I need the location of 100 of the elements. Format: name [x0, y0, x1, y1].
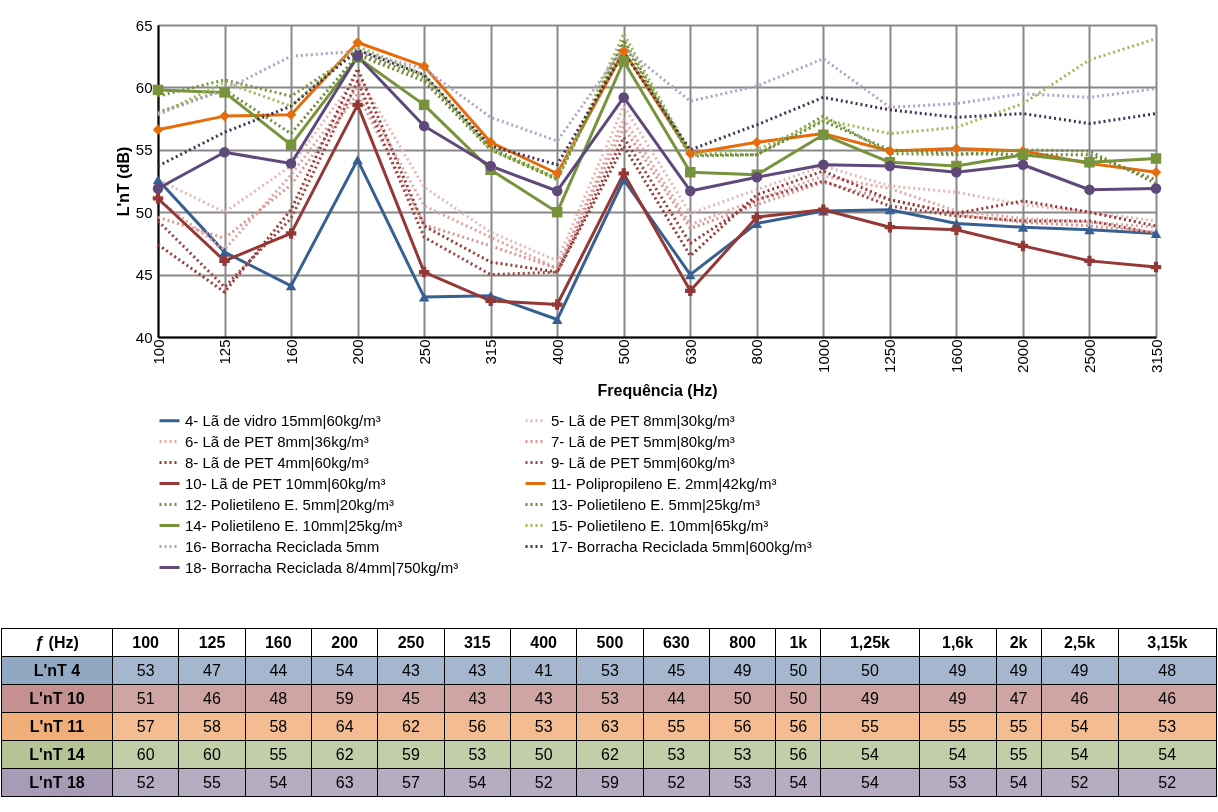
point — [685, 167, 696, 178]
data-label: 52 — [1041, 768, 1119, 797]
text: ƒ (Hz) — [1, 628, 113, 657]
data-label: 57 — [112, 712, 179, 741]
legend-label: 15- Polietileno E. 10mm|65kg/m³ — [551, 516, 769, 534]
point — [1084, 225, 1095, 235]
data-label: 41 — [510, 656, 577, 685]
legend-label: 10- Lã de PET 10mm|60kg/m³ — [185, 474, 386, 492]
point — [685, 148, 696, 159]
data-label: 59 — [576, 768, 644, 797]
point — [951, 143, 962, 154]
y-axis-title: L'nT (dB) — [114, 146, 132, 217]
data-label: 44 — [643, 684, 710, 713]
point — [884, 160, 896, 172]
data-label: 49 — [919, 656, 997, 685]
data-label: 54 — [1041, 740, 1119, 769]
data-label: 53 — [112, 656, 179, 685]
data-label: 57 — [377, 768, 445, 797]
data-label: 54 — [1041, 712, 1119, 741]
point — [618, 92, 629, 103]
data-label: 53 — [576, 684, 644, 713]
text: 315 — [444, 628, 511, 657]
data-label: 53 — [444, 740, 511, 769]
text: 1,6k — [919, 628, 997, 657]
legend-label: 11- Polipropileno E. 2mm|42kg/m³ — [551, 474, 777, 492]
x-tick-label: 160 — [282, 339, 300, 365]
x-tick-label: 200 — [349, 339, 367, 365]
text: L'nT 10 — [1, 684, 113, 713]
text: 200 — [311, 628, 378, 657]
text: 1k — [775, 628, 821, 657]
point — [418, 99, 430, 111]
data-label: 59 — [377, 740, 445, 769]
point — [685, 185, 696, 197]
point — [219, 247, 230, 257]
data-label: 55 — [643, 712, 710, 741]
data-label: 54 — [311, 656, 378, 685]
point — [618, 45, 629, 57]
data-label: 54 — [996, 768, 1042, 797]
data-label: 55 — [919, 712, 997, 741]
legend-label: 14- Polietileno E. 10mm|25kg/m³ — [185, 516, 403, 534]
point — [352, 99, 363, 111]
data-label: 56 — [775, 740, 821, 769]
text: L'nT 11 — [1, 712, 113, 741]
data-label: 53 — [709, 740, 776, 769]
point — [685, 270, 696, 280]
data-label: 53 — [709, 768, 776, 797]
text: 2k — [996, 628, 1042, 657]
data-label: 53 — [576, 656, 644, 685]
data-label: 54 — [444, 768, 511, 797]
point — [951, 224, 962, 235]
point — [219, 110, 230, 122]
x-axis-title: Frequência (Hz) — [597, 381, 718, 399]
point — [685, 285, 696, 297]
data-label: 55 — [996, 712, 1042, 741]
y-tick-label: 50 — [135, 203, 153, 221]
data-label: 53 — [919, 768, 997, 797]
point — [884, 205, 896, 215]
data-label: 52 — [112, 768, 179, 797]
data-label: 46 — [1041, 684, 1119, 713]
data-label: 45 — [643, 656, 710, 685]
data-label: 55 — [996, 740, 1042, 769]
point — [152, 124, 164, 136]
data-label: 54 — [919, 740, 997, 769]
x-tick-label: 1600 — [947, 339, 965, 373]
data-label: 60 — [178, 740, 246, 769]
data-label: 47 — [996, 684, 1042, 713]
point — [551, 314, 563, 325]
data-label: 49 — [820, 684, 920, 713]
point — [352, 155, 363, 165]
data-label: 55 — [820, 712, 920, 741]
x-tick-label: 500 — [615, 339, 633, 365]
y-tick-label: 55 — [135, 141, 153, 159]
data-label: 55 — [178, 768, 246, 797]
legend-label: 12- Polietileno E. 5mm|20kg/m³ — [185, 495, 394, 513]
y-tick-label: 60 — [135, 78, 153, 96]
point — [418, 120, 430, 132]
point — [751, 211, 763, 223]
data-label: 56 — [444, 712, 511, 741]
text: 630 — [643, 628, 710, 657]
data-label: 43 — [510, 684, 577, 713]
data-label: 50 — [820, 656, 920, 685]
data-label: 62 — [377, 712, 445, 741]
point — [1017, 149, 1029, 161]
point — [152, 193, 164, 204]
point — [551, 168, 563, 179]
point — [1150, 153, 1162, 164]
x-tick-label: 125 — [216, 339, 234, 365]
point — [1150, 183, 1162, 194]
point — [219, 147, 230, 158]
data-label: 54 — [820, 768, 920, 797]
data-label: 46 — [1118, 684, 1217, 713]
data-label: 56 — [775, 712, 821, 741]
legend-label: 17- Borracha Reciclada 5mm|600kg/m³ — [551, 537, 812, 555]
data-label: 55 — [245, 740, 312, 769]
data-label: 47 — [178, 656, 246, 685]
point — [1017, 159, 1029, 171]
data-label: 62 — [311, 740, 378, 769]
text: 500 — [576, 628, 644, 657]
data-label: 58 — [245, 712, 312, 741]
x-tick-label: 630 — [681, 339, 699, 365]
